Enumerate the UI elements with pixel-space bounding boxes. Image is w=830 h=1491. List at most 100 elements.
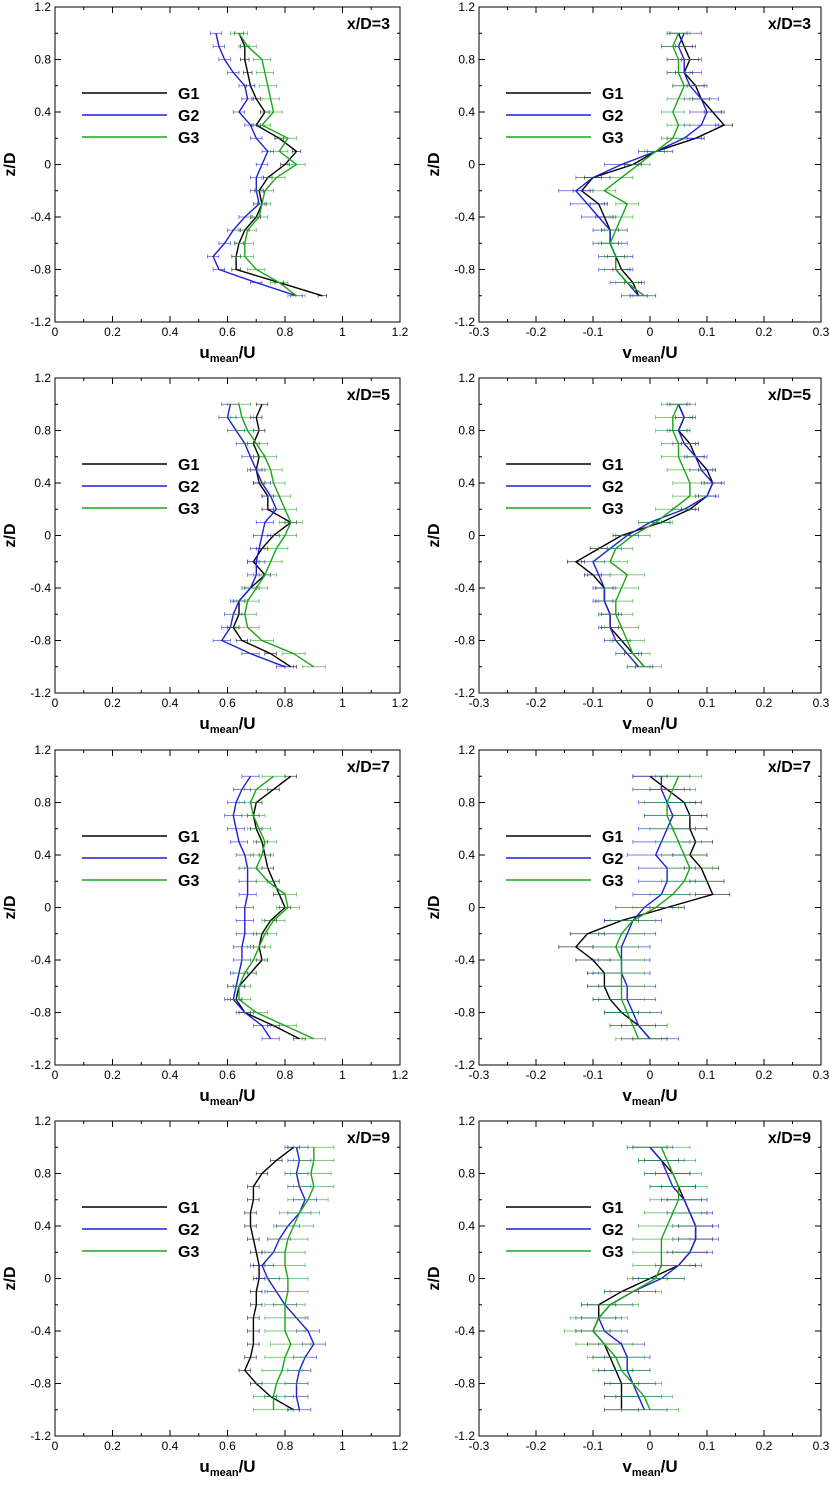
chart-panel-8: -0.3 -0.2 -0.1 0 0.1 0.2 0.3 -1.2 -0.8 -0.4 0 0.4 0.… (426, 1114, 830, 1479)
x-axis-label-main: u (199, 714, 209, 733)
y-tick-label: -0.4 (454, 1324, 475, 1338)
plot-frame (54, 377, 401, 694)
y-tick-label: 1.2 (34, 0, 51, 14)
legend-entry: G1 (82, 86, 199, 103)
legend-label: G2 (178, 479, 199, 496)
y-tick-label: 1.2 (34, 1114, 51, 1128)
series-line (238, 404, 315, 668)
y-tick-label: -0.4 (30, 953, 51, 967)
x-axis-label-sub: mean (210, 1096, 239, 1108)
legend-entry: G2 (506, 1222, 623, 1239)
x-axis-label-main: v (622, 1457, 632, 1476)
legend-label: G3 (178, 501, 199, 518)
y-tick-label: 0.8 (34, 1167, 51, 1181)
legend-entry: G1 (506, 457, 623, 474)
plot-frame (54, 6, 401, 323)
panel-title: x/D=7 (347, 759, 390, 776)
legend-label: G1 (602, 86, 623, 103)
legend-entry: G2 (82, 1222, 199, 1239)
plot-frame (54, 749, 401, 1066)
x-tick-label: 0.8 (277, 1439, 294, 1453)
legend-entry: G3 (82, 130, 199, 147)
x-axis-label-main: v (622, 1086, 632, 1105)
x-tick-label: 0 (52, 325, 59, 339)
y-tick-label: 0.8 (458, 1167, 475, 1181)
x-tick-label: 0 (52, 696, 59, 710)
x-tick-label: 0.6 (219, 1439, 236, 1453)
x-tick-label: -0.3 (469, 1068, 490, 1082)
x-tick-label: 0.4 (162, 1068, 179, 1082)
y-tick-label: 0.8 (34, 424, 51, 438)
x-tick-label: 1 (339, 1068, 346, 1082)
y-tick-label: 0.4 (34, 105, 51, 119)
series-G3 (227, 774, 326, 1041)
y-tick-label: -1.2 (30, 315, 51, 329)
x-tick-label: 0.2 (104, 1439, 121, 1453)
legend-entry: G3 (82, 873, 199, 890)
y-tick-label: -1.2 (30, 1058, 51, 1072)
y-tick-label: 1.2 (34, 743, 51, 757)
legend-entry: G2 (82, 851, 199, 868)
y-tick-label: -0.4 (454, 210, 475, 224)
x-axis-label: vmean/U (622, 1086, 677, 1108)
legend-label: G3 (178, 1244, 199, 1261)
x-tick-label: 0.2 (756, 696, 773, 710)
y-tick-label: -0.8 (454, 1006, 475, 1020)
x-axis-label-sub: mean (632, 1096, 661, 1108)
x-tick-label: 0.2 (104, 1068, 121, 1082)
legend-label: G2 (602, 479, 623, 496)
legend-label: G2 (602, 108, 623, 125)
y-tick-label: -0.4 (30, 210, 51, 224)
x-tick-label: 0.1 (699, 696, 716, 710)
chart-panel-6: -0.3 -0.2 -0.1 0 0.1 0.2 0.3 -1.2 -0.8 -0.4 0 0.4 0.… (426, 743, 830, 1108)
legend-label: G1 (602, 457, 623, 474)
legend-label: G1 (602, 1200, 623, 1217)
legend-label: G1 (178, 86, 199, 103)
y-tick-label: -0.4 (30, 1324, 51, 1338)
y-tick-label: 0.4 (34, 476, 51, 490)
series-G3 (253, 1145, 335, 1412)
series-G3 (592, 774, 714, 1041)
series-line (212, 33, 297, 297)
x-tick-label: -0.3 (469, 1439, 490, 1453)
series-G3 (592, 402, 708, 669)
y-tick-label: 0.4 (34, 1219, 51, 1233)
y-tick-label: 0.4 (458, 476, 475, 490)
x-tick-label: 0.1 (699, 1439, 716, 1453)
y-tick-label: -0.8 (30, 634, 51, 648)
series-G3 (230, 31, 306, 298)
x-tick-label: 0.2 (756, 1439, 773, 1453)
y-axis-label: z/D (2, 153, 19, 177)
series-line (592, 1147, 680, 1411)
legend-label: G1 (178, 829, 199, 846)
x-tick-label: 0.6 (219, 1068, 236, 1082)
legend-label: G2 (178, 851, 199, 868)
x-axis-label-tail: /U (239, 343, 256, 362)
x-tick-label: -0.2 (526, 1068, 547, 1082)
x-tick-label: 0.2 (104, 325, 121, 339)
legend-entry: G1 (506, 86, 623, 103)
legend-label: G3 (178, 130, 199, 147)
y-axis-label: z/D (2, 1267, 19, 1291)
x-axis-label-sub: mean (632, 1467, 661, 1479)
y-tick-label: -0.8 (454, 634, 475, 648)
legend-entry: G3 (506, 501, 623, 518)
y-tick-label: -0.8 (454, 263, 475, 277)
legend-entry: G1 (82, 1200, 199, 1217)
y-tick-label: 0 (44, 1272, 51, 1286)
x-tick-label: 1.2 (392, 696, 409, 710)
y-tick-label: -1.2 (30, 1429, 51, 1443)
chart-panel-5: 0 0.2 0.4 0.6 0.8 1 1.2 -1.2 -0.8 -0.4 0 0.4 0.8 1.2 z… (2, 743, 409, 1108)
y-tick-label: 0 (468, 158, 475, 172)
y-tick-label: 0 (44, 901, 51, 915)
x-axis-label: vmean/U (622, 343, 677, 365)
series-line (603, 32, 685, 297)
chart-panel-7: 0 0.2 0.4 0.6 0.8 1 1.2 -1.2 -0.8 -0.4 0 0.4 0.8 1.2 z… (2, 1114, 409, 1479)
panel-title: x/D=5 (347, 387, 390, 404)
x-tick-label: -0.1 (583, 1439, 604, 1453)
x-axis-label: vmean/U (622, 1457, 677, 1479)
x-tick-label: 0.1 (699, 1068, 716, 1082)
x-tick-label: 1 (339, 325, 346, 339)
